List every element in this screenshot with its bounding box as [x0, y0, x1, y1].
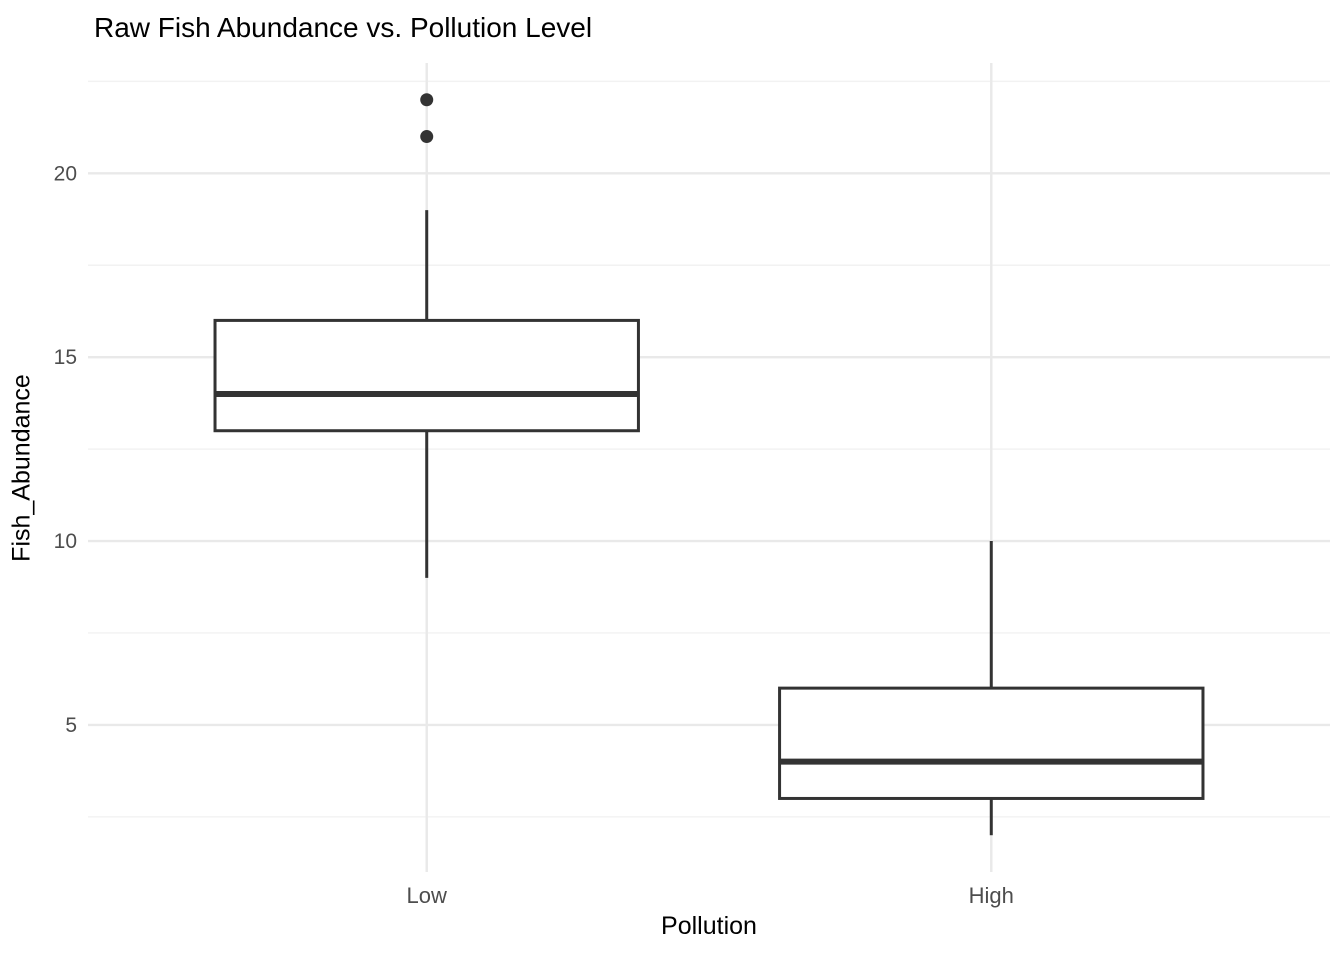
- x-tick-label: High: [969, 883, 1014, 908]
- y-tick-label: 10: [54, 530, 77, 553]
- y-tick-label: 5: [65, 714, 77, 737]
- chart-title: Raw Fish Abundance vs. Pollution Level: [94, 12, 593, 43]
- outlier-point: [420, 130, 434, 144]
- y-tick-label: 15: [54, 346, 77, 369]
- box-iqr: [213, 318, 640, 433]
- x-tick-label: Low: [407, 883, 447, 908]
- y-axis-title: Fish_Abundance: [7, 374, 36, 562]
- box-iqr: [778, 686, 1205, 800]
- outlier-point: [420, 93, 434, 107]
- x-axis-title: Pollution: [661, 912, 757, 940]
- y-tick-label: 20: [54, 162, 77, 185]
